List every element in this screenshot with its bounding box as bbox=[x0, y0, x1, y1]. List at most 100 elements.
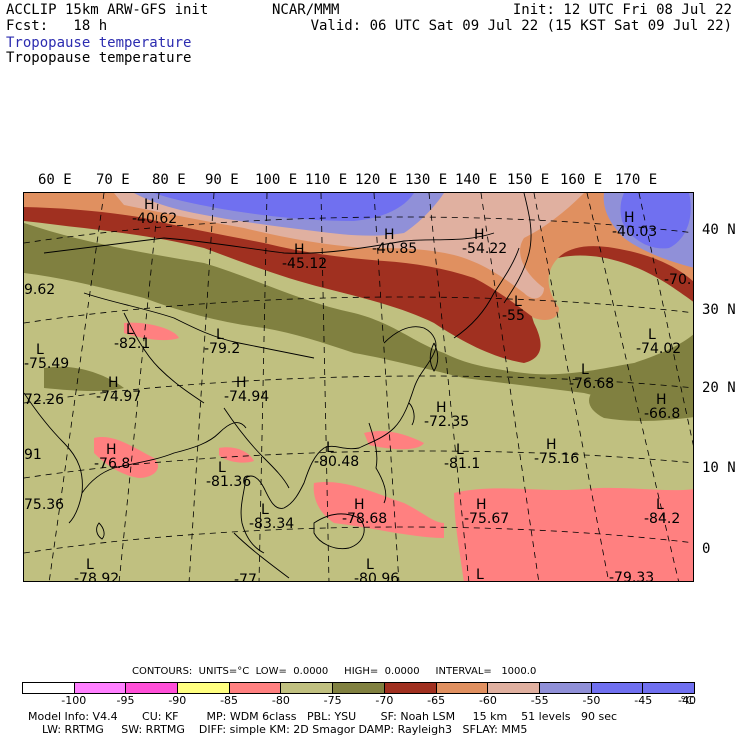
low-center-label: L -75.49 bbox=[24, 343, 69, 371]
borneo bbox=[313, 513, 365, 550]
tropopause-temperature-map: H -40.62 H -45.12 H -40.85 H -54.22 H -40.03 -70. 9… bbox=[23, 192, 694, 582]
low-center-label: L -55 bbox=[502, 295, 525, 323]
extremum-value: -82.1 bbox=[114, 336, 151, 352]
malay-peninsula bbox=[240, 477, 265, 554]
extremum-value: -40.85 bbox=[372, 241, 418, 257]
valid-time: Valid: 06 UTC Sat 09 Jul 22 (15 KST Sat … bbox=[310, 18, 732, 34]
low-center-label: L -76.68 bbox=[569, 363, 614, 391]
extremum-mark: H bbox=[474, 227, 485, 243]
map-canvas bbox=[24, 193, 693, 581]
colorbar-swatch bbox=[384, 683, 437, 693]
philippines bbox=[368, 422, 387, 504]
high-center-label: H -76.8 bbox=[94, 443, 130, 471]
extremum-value: -83.34 bbox=[249, 516, 295, 532]
field-band-m70-m65-india bbox=[44, 366, 124, 392]
extremum-mark: L bbox=[261, 502, 269, 518]
japan bbox=[453, 247, 520, 339]
extremum-value: -45.12 bbox=[282, 256, 328, 272]
longitude-label: 160 E bbox=[560, 172, 603, 188]
high-center-label: H -40.03 bbox=[612, 211, 657, 239]
field-band-m80-m75-scatter3 bbox=[634, 492, 693, 523]
contour-info: CONTOURS: UNITS=°C LOW= 0.0000 HIGH= 0.0… bbox=[132, 666, 537, 677]
latitude-label: 10 N bbox=[702, 460, 736, 476]
latitude-label: 20 N bbox=[702, 380, 736, 396]
graticule-latitude-10n bbox=[24, 450, 693, 479]
colorbar-tick-label: -40 bbox=[678, 694, 696, 707]
colorbar-tick-label: -55 bbox=[530, 694, 549, 707]
extremum-value: -76.68 bbox=[569, 376, 615, 392]
extremum-value: -75.16 bbox=[534, 451, 580, 467]
extremum-mark: L bbox=[36, 342, 44, 358]
colorbar-tick-label: -70 bbox=[375, 694, 394, 707]
colorbar-tick-label: -95 bbox=[116, 694, 135, 707]
high-center-label: H -74.94 bbox=[224, 376, 269, 404]
low-center-label: L -83.34 bbox=[249, 503, 294, 531]
field-band-m80-m75-southeast bbox=[454, 487, 693, 581]
extremum-mark: H bbox=[624, 210, 635, 226]
extremum-value: -70. bbox=[664, 272, 692, 288]
extremum-value: 72.26 bbox=[24, 392, 65, 408]
init-time: Init: 12 UTC Fri 08 Jul 22 bbox=[512, 2, 732, 18]
extremum-value: -80.48 bbox=[314, 454, 360, 470]
kuril-kamchatka bbox=[503, 193, 532, 304]
field-band-m45-m40-east bbox=[620, 193, 691, 249]
extremum-mark: L bbox=[126, 322, 134, 338]
extremum-mark: H bbox=[294, 242, 305, 258]
graticule-longitude-170e bbox=[638, 193, 693, 446]
edge-value-label: 9.62 bbox=[24, 283, 55, 297]
colorbar bbox=[22, 682, 695, 694]
latitude-label: 40 N bbox=[702, 222, 736, 238]
extremum-value: 75.36 bbox=[24, 497, 65, 513]
field-band-m70-m65-north bbox=[24, 223, 693, 405]
edge-value-label: 91 bbox=[24, 448, 42, 462]
low-center-label: L -80.48 bbox=[314, 441, 359, 469]
colorbar-swatch bbox=[539, 683, 592, 693]
extremum-value: 9.62 bbox=[24, 282, 56, 298]
edge-value-label: -79.33 bbox=[609, 571, 654, 581]
high-center-label: H -74.97 bbox=[96, 376, 141, 404]
model-info-line1: Model Info: V4.4 CU: KF MP: WDM 6class P… bbox=[28, 710, 618, 723]
colorbar-tick-label: -100 bbox=[61, 694, 87, 707]
colorbar-tick-label: -80 bbox=[271, 694, 290, 707]
extremum-mark: L bbox=[476, 567, 484, 582]
extremum-mark: L bbox=[216, 327, 224, 343]
colorbar-swatch bbox=[126, 683, 179, 693]
graticule-latitude-30n bbox=[24, 296, 693, 324]
field-band-m70-m65-sea bbox=[589, 368, 693, 421]
colorbar-tick-label: -45 bbox=[634, 694, 653, 707]
extremum-mark: L bbox=[86, 557, 94, 573]
field-title-contour: Tropopause temperature bbox=[6, 50, 192, 66]
extremum-mark: H bbox=[108, 375, 119, 391]
longitude-label: 100 E bbox=[255, 172, 298, 188]
extremum-value: -74.97 bbox=[96, 389, 142, 405]
longitude-label: 150 E bbox=[507, 172, 550, 188]
extremum-value: -78.68 bbox=[342, 511, 388, 527]
colorbar-swatch bbox=[643, 683, 694, 693]
graticule-latitude-0 bbox=[24, 526, 693, 554]
taiwan bbox=[408, 402, 415, 426]
extremum-mark: H bbox=[476, 497, 487, 513]
model-title: ACCLIP 15km ARW-GFS init bbox=[6, 2, 209, 18]
coastline-bay-of-bengal bbox=[81, 422, 247, 494]
colorbar-swatch bbox=[74, 683, 127, 693]
model-info-line2: LW: RRTMG SW: RRTMG DIFF: simple KM: 2D … bbox=[42, 723, 528, 736]
extremum-mark: L bbox=[456, 442, 464, 458]
low-center-label: L -81.1 bbox=[444, 443, 480, 471]
extremum-mark: L bbox=[581, 362, 589, 378]
colorbar-tick-label: -75 bbox=[323, 694, 342, 707]
extremum-mark: H bbox=[546, 437, 557, 453]
low-center-label: L-81.05 bbox=[464, 567, 509, 582]
longitude-label: 110 E bbox=[305, 172, 348, 188]
extremum-mark: L bbox=[218, 460, 226, 476]
colorbar-tick-label: °C bbox=[680, 694, 694, 707]
low-center-label: L -78.92 bbox=[74, 557, 119, 581]
extremum-mark: H bbox=[236, 375, 247, 391]
edge-value-label: 72.26 bbox=[24, 393, 64, 407]
extremum-value: -76.8 bbox=[94, 456, 131, 472]
colorbar-swatch bbox=[333, 683, 385, 693]
extremum-value: -72.35 bbox=[424, 414, 470, 430]
extremum-mark: L bbox=[366, 557, 374, 573]
high-center-label: H -45.12 bbox=[282, 243, 327, 271]
extremum-value: -40.62 bbox=[132, 211, 178, 227]
high-center-label: H -72.35 bbox=[424, 401, 469, 429]
